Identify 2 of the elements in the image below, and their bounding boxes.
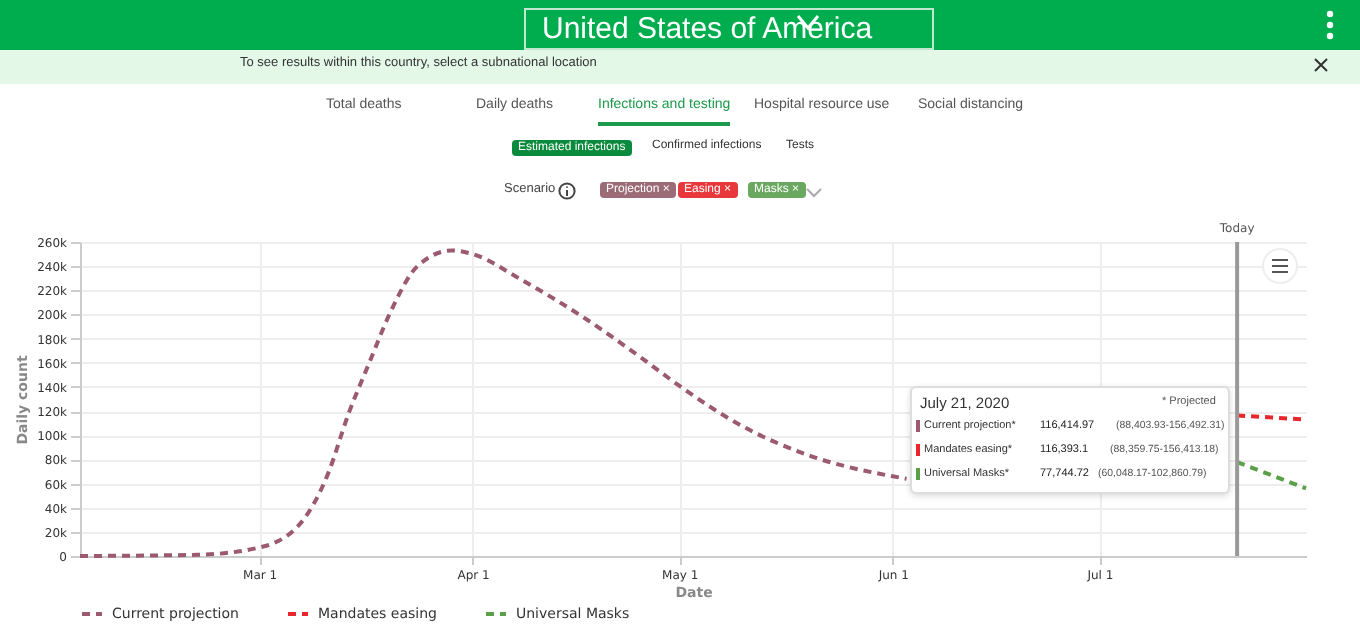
text: United States of America bbox=[524, 8, 935, 50]
line-series bbox=[78, 248, 909, 558]
